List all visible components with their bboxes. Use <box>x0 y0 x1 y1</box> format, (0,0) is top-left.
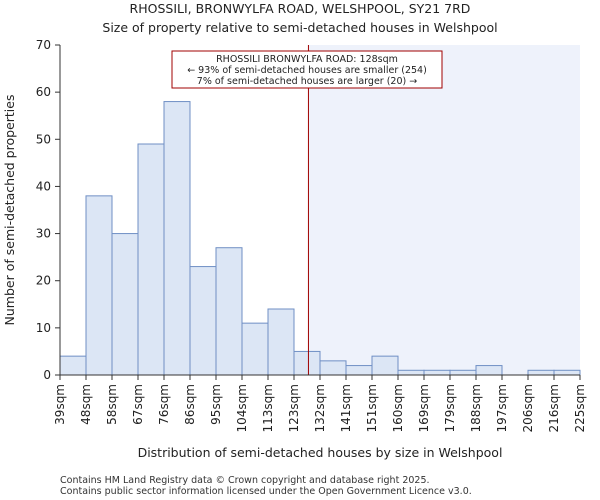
chart-title: RHOSSILI, BRONWYLFA ROAD, WELSHPOOL, SY2… <box>130 1 471 16</box>
annotation-line-3: 7% of semi-detached houses are larger (2… <box>197 76 417 87</box>
y-axis-ticks: 0 10 20 30 40 50 60 70 <box>36 38 60 382</box>
bar-160sqm <box>397 369 425 376</box>
bar-86sqm <box>189 266 217 376</box>
bar-206sqm <box>527 369 555 376</box>
x-tick-label: 225sqm <box>573 384 587 432</box>
x-tick-label: 104sqm <box>235 384 249 432</box>
x-tick-label: 58sqm <box>105 384 119 425</box>
bars <box>59 101 581 376</box>
y-tick-label: 10 <box>36 321 51 335</box>
bar-216sqm <box>553 369 581 376</box>
bar-179sqm <box>449 369 477 376</box>
x-tick-label: 67sqm <box>131 384 145 425</box>
y-tick-label: 60 <box>36 85 51 99</box>
x-tick-label: 160sqm <box>391 384 405 432</box>
x-axis-ticks: 39sqm 48sqm 58sqm 67sqm 76sqm 86sqm 95sqm 104sq… <box>53 375 587 432</box>
bar-169sqm <box>423 369 451 376</box>
bar-123sqm <box>293 350 321 376</box>
x-tick-label: 169sqm <box>417 384 431 432</box>
y-tick-label: 0 <box>43 368 51 382</box>
bar-67sqm <box>137 143 165 376</box>
bar-141sqm <box>345 365 373 376</box>
x-tick-label: 206sqm <box>521 384 535 432</box>
x-tick-label: 48sqm <box>79 384 93 425</box>
x-tick-label: 151sqm <box>365 384 379 432</box>
bar-104sqm <box>241 322 269 376</box>
y-tick-label: 20 <box>36 274 51 288</box>
bar-76sqm <box>163 101 191 376</box>
x-tick-label: 123sqm <box>287 384 301 432</box>
annotation-border <box>171 50 443 89</box>
x-tick-label: 188sqm <box>469 384 483 432</box>
chart-subtitle: Size of property relative to semi-detach… <box>102 20 497 35</box>
bar-48sqm <box>85 195 113 376</box>
x-tick-label: 39sqm <box>53 384 67 425</box>
x-tick-label: 179sqm <box>443 384 457 432</box>
x-tick-label: 216sqm <box>547 384 561 432</box>
x-tick-label: 95sqm <box>209 384 223 425</box>
annotation-line-2: ← 93% of semi-detached houses are smalle… <box>187 65 427 76</box>
bar-188sqm <box>475 365 503 376</box>
footer-line-2: Contains public sector information licen… <box>60 486 472 497</box>
bar-58sqm <box>111 233 139 376</box>
footer-line-1: Contains HM Land Registry data © Crown c… <box>60 475 430 486</box>
annotation-box: RHOSSILI BRONWYLFA ROAD: 128sqm ← 93% of… <box>171 50 443 89</box>
x-tick-label: 132sqm <box>313 384 327 432</box>
y-tick-label: 70 <box>36 38 51 52</box>
x-tick-label: 76sqm <box>157 384 171 425</box>
y-axis-label: Number of semi-detached properties <box>2 95 17 326</box>
y-tick-label: 50 <box>36 132 51 146</box>
x-tick-label: 113sqm <box>261 384 275 432</box>
annotation-line-1: RHOSSILI BRONWYLFA ROAD: 128sqm <box>216 54 398 65</box>
y-tick-label: 30 <box>36 227 51 241</box>
x-axis-label: Distribution of semi-detached houses by … <box>138 445 503 460</box>
bar-113sqm <box>267 308 295 376</box>
larger-region-shading <box>308 45 580 375</box>
y-tick-label: 40 <box>36 179 51 193</box>
x-tick-label: 197sqm <box>495 384 509 432</box>
x-tick-label: 141sqm <box>339 384 353 432</box>
bar-95sqm <box>215 247 243 376</box>
bar-151sqm <box>371 355 399 376</box>
bar-132sqm <box>319 360 347 376</box>
x-tick-label: 86sqm <box>183 384 197 425</box>
plot-area: 0 10 20 30 40 50 60 70 39sqm 48sqm 58sqm 67sqm 76sq… <box>36 38 587 432</box>
bar-39sqm <box>59 355 87 376</box>
